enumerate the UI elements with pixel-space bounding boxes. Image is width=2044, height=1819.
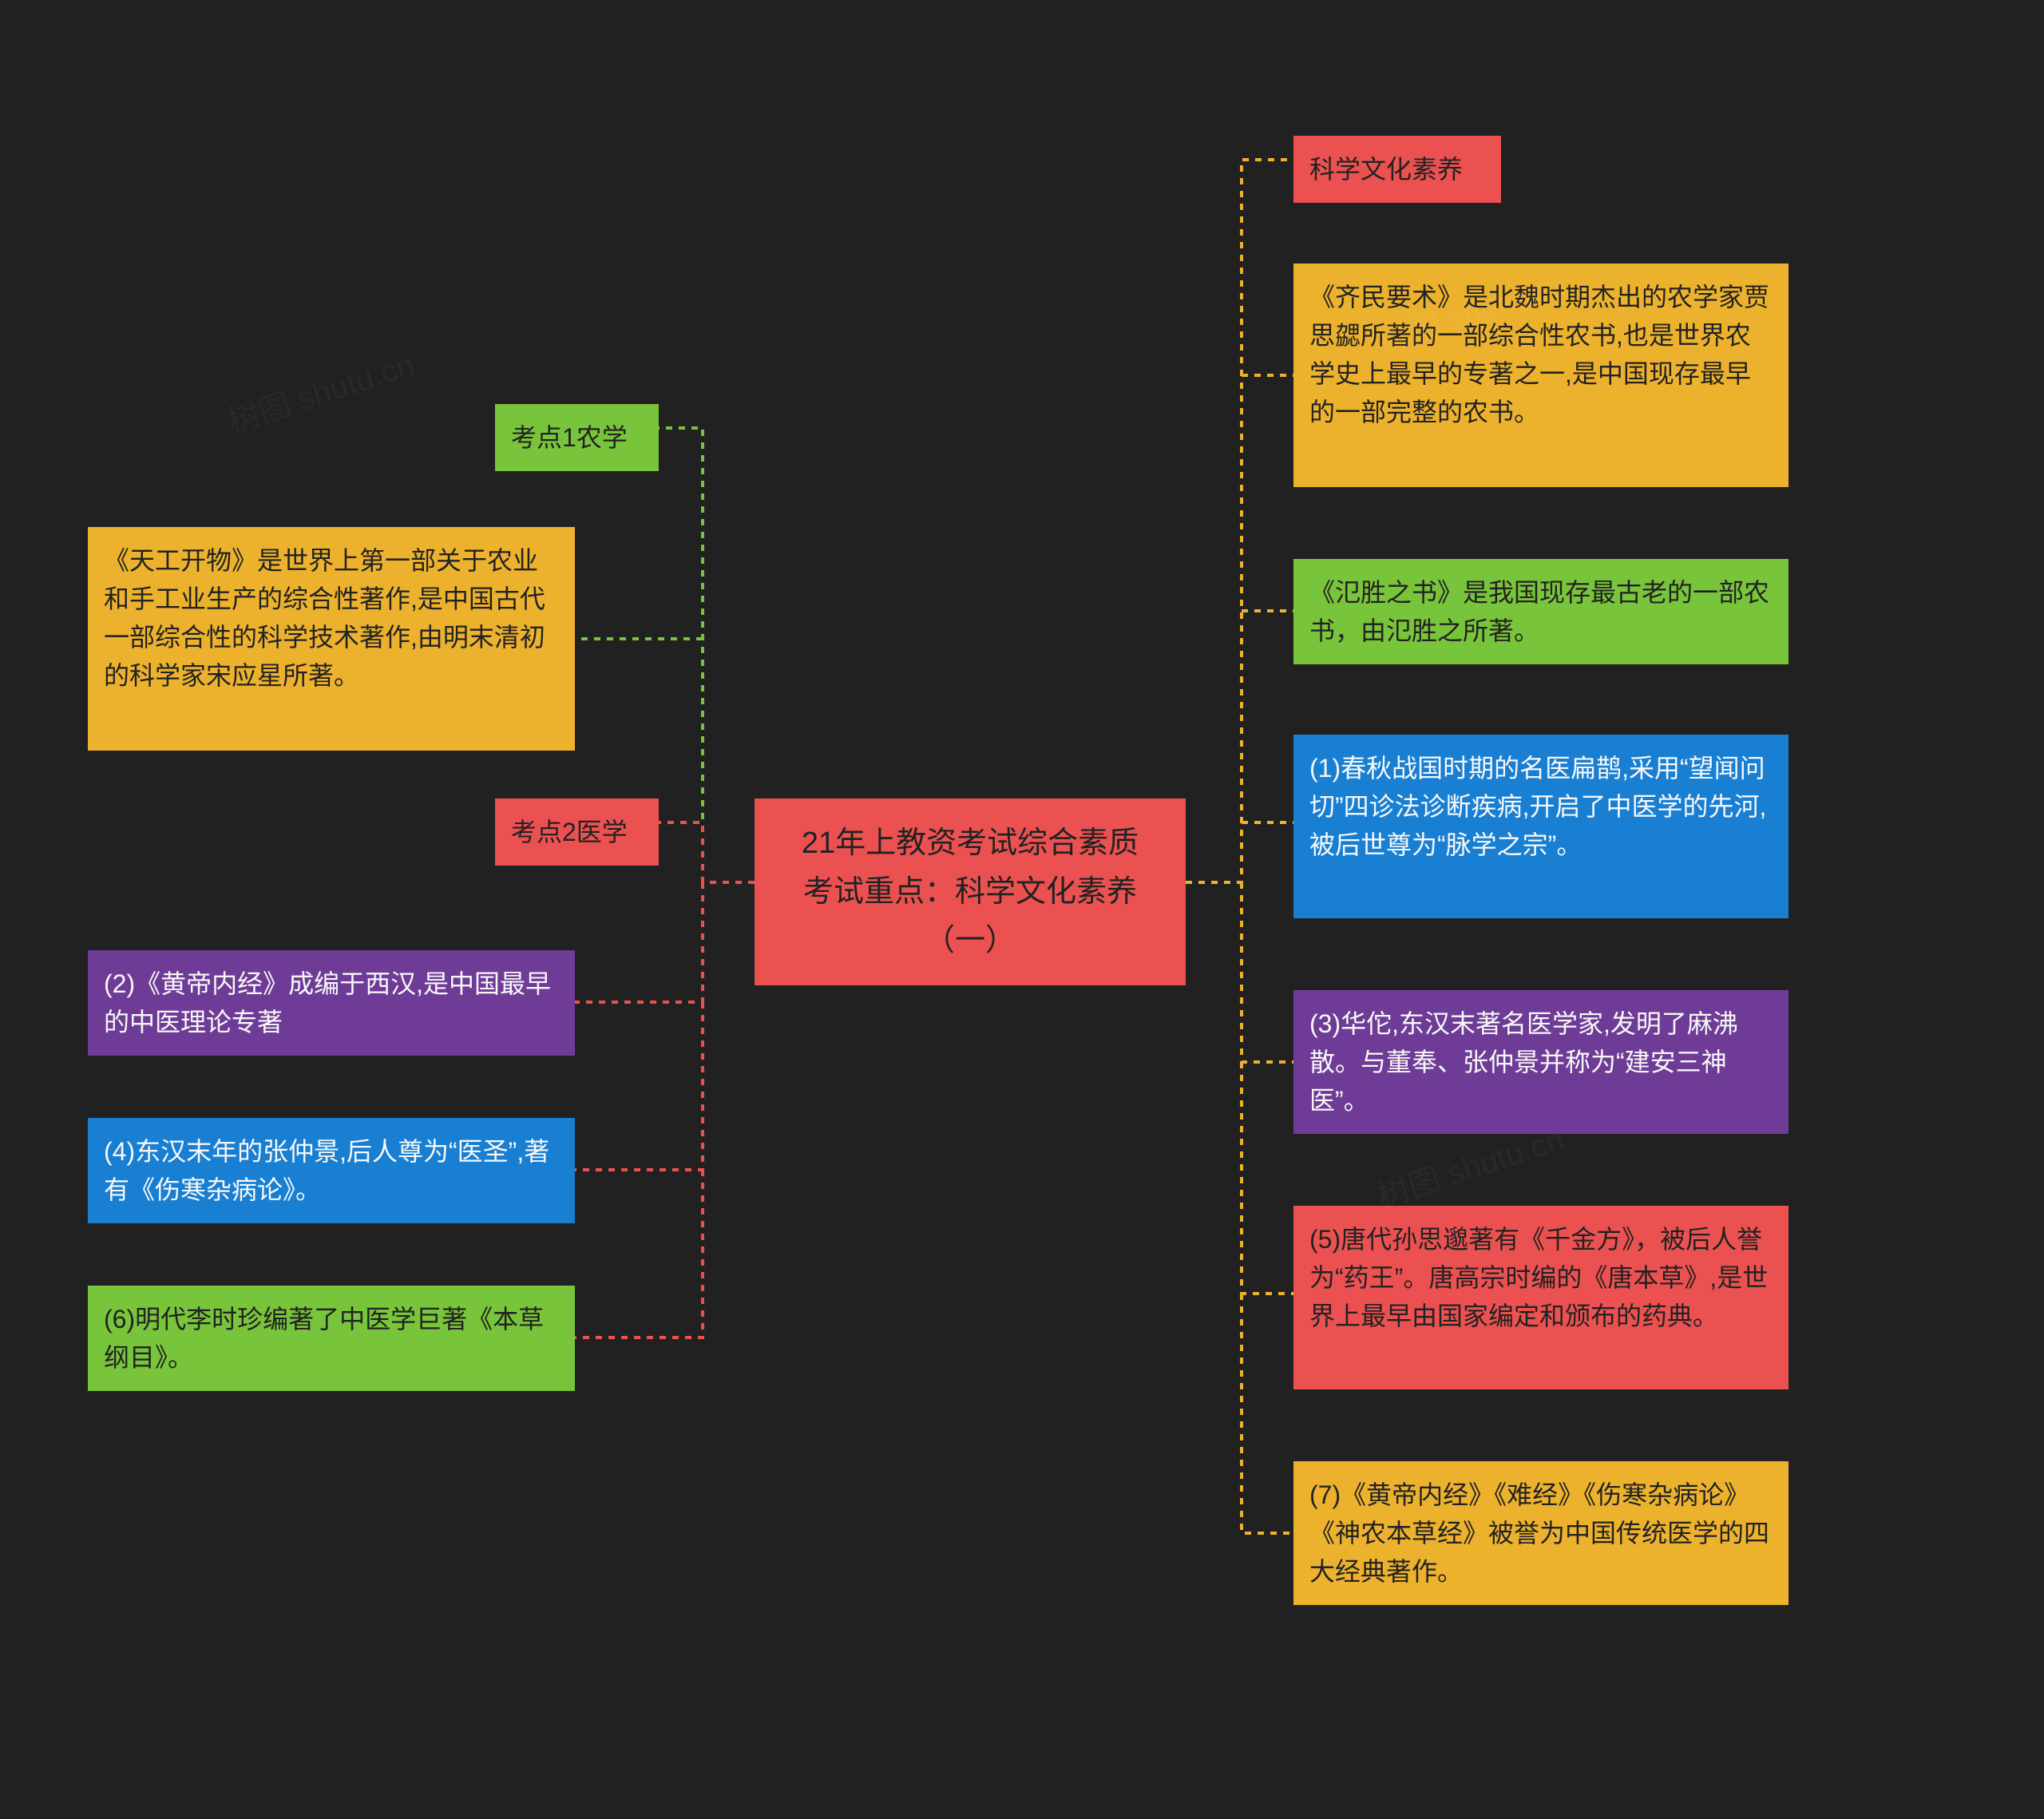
connector <box>575 882 703 1002</box>
node-right_purple: (3)华佗,东汉末著名医学家,发明了麻沸散。与董奉、张仲景并称为“建安三神医”。 <box>1293 990 1788 1134</box>
connector <box>659 428 755 882</box>
node-right_green: 《氾胜之书》是我国现存最古老的一部农书，由氾胜之所著。 <box>1293 559 1788 664</box>
node-right_blue: (1)春秋战国时期的名医扁鹊,采用“望闻问切”四诊法诊断疾病,开启了中医学的先河… <box>1293 735 1788 918</box>
node-left_topic2: 考点2医学 <box>495 799 659 866</box>
node-right_red: (5)唐代孙思邈著有《千金方》，被后人誉为“药王”。唐高宗时编的《唐本草》,是世… <box>1293 1206 1788 1389</box>
node-left_blue: (4)东汉末年的张仲景,后人尊为“医圣”,著有《伤寒杂病论》。 <box>88 1118 575 1223</box>
connector <box>1242 882 1293 1062</box>
node-right_topic: 科学文化素养 <box>1293 136 1501 203</box>
connector <box>575 1002 703 1170</box>
connector <box>1186 160 1293 882</box>
connector <box>659 822 755 882</box>
node-right_yellow2: (7)《黄帝内经》《难经》《伤寒杂病论》《神农本草经》被誉为中国传统医学的四大经… <box>1293 1461 1788 1605</box>
connector <box>1242 1294 1293 1533</box>
node-left_purple: (2)《黄帝内经》成编于西汉,是中国最早的中医理论专著 <box>88 950 575 1056</box>
connector <box>575 1170 703 1338</box>
node-left_topic1: 考点1农学 <box>495 404 659 471</box>
center-node: 21年上教资考试综合素质考试重点：科学文化素养（一） <box>755 799 1186 985</box>
node-left_yellow: 《天工开物》是世界上第一部关于农业和手工业生产的综合性著作,是中国古代一部综合性… <box>88 527 575 751</box>
watermark: 树图 shutu.cn <box>221 339 419 442</box>
node-left_green: (6)明代李时珍编著了中医学巨著《本草纲目》。 <box>88 1286 575 1391</box>
node-right_yellow1: 《齐民要术》是北魏时期杰出的农学家贾思勰所著的一部综合性农书,也是世界农学史上最… <box>1293 264 1788 487</box>
connector <box>1242 1062 1293 1294</box>
